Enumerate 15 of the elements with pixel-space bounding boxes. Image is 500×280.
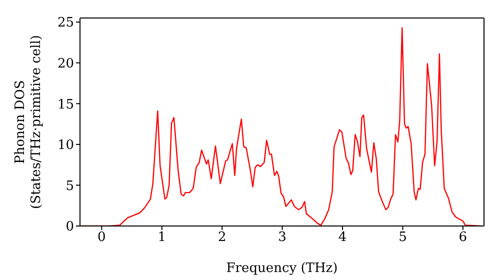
x-tick-label: 6 bbox=[458, 230, 468, 246]
y-tick-label: 15 bbox=[57, 97, 74, 112]
x-tick-label: 0 bbox=[98, 230, 106, 246]
x-tick-label: 4 bbox=[338, 230, 347, 246]
y-tick-label: 10 bbox=[57, 138, 74, 154]
y-tick-label: 0 bbox=[66, 220, 74, 235]
x-tick-label: 5 bbox=[398, 230, 407, 246]
x-tick-label: 2 bbox=[218, 230, 226, 246]
x-tick-label: 3 bbox=[278, 230, 286, 246]
x-tick-label: 1 bbox=[158, 230, 166, 246]
y-tick-label: 25 bbox=[57, 16, 74, 31]
y-tick-label: 20 bbox=[57, 56, 74, 72]
y-tick-label: 5 bbox=[66, 178, 74, 194]
x-axis-title: Frequency (THz) bbox=[226, 261, 338, 276]
y-axis-title: Phonon DOS (States/THz·primitive cell) bbox=[13, 34, 44, 210]
